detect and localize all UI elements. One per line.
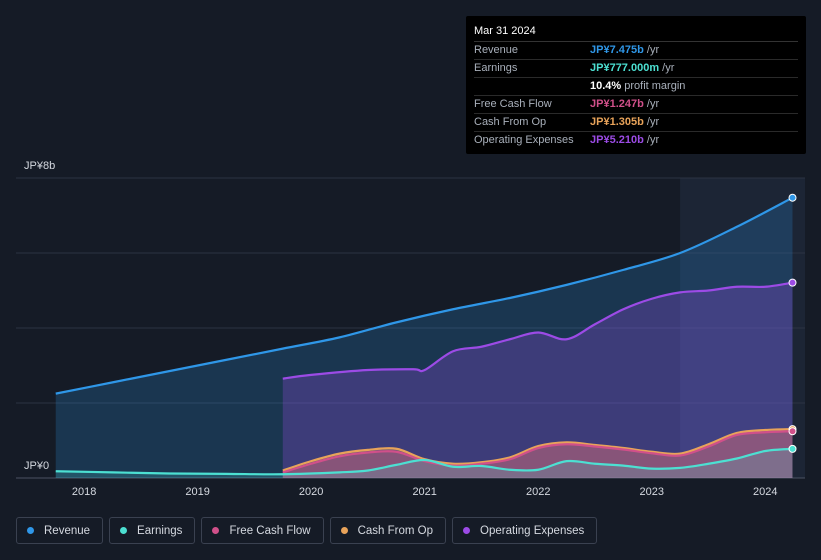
revenue-endpoint [788,193,797,202]
legend-label: Cash From Op [357,524,434,537]
x-tick-label: 2024 [753,486,777,498]
legend-item-operating-expenses[interactable]: Operating Expenses [452,517,598,544]
legend-item-cash-from-op[interactable]: Cash From Op [329,517,447,544]
y-axis-top-label: JP¥8b [24,160,56,172]
x-tick-label: 2019 [185,486,209,498]
legend-dot-icon [120,527,128,534]
chart-areas [55,197,793,478]
operating-expenses-endpoint [788,278,797,287]
tooltip-label: Earnings [474,62,518,74]
x-tick-label: 2022 [526,486,550,498]
x-tick-label: 2020 [299,486,323,498]
tooltip-row: Revenue JP¥7.475b /yr [474,42,798,60]
operating-expenses-area [282,282,793,478]
cash-from-op-area [282,429,793,478]
chart-plot: 2018 2019 2020 2021 2022 2023 2024 [16,177,805,498]
tooltip-label: Revenue [474,44,519,56]
tooltip-value: JP¥1.305b /yr [590,116,660,128]
free-cash-flow-area [282,431,793,478]
legend-dot-icon [27,527,34,534]
legend-dot-icon [212,527,220,534]
legend-label: Operating Expenses [480,524,585,537]
legend-label: Free Cash Flow [229,524,311,537]
tooltip-label: Cash From Op [474,116,547,128]
earnings-area [55,448,793,478]
tooltip-value: JP¥7.475b /yr [590,44,660,56]
chart-legend: Revenue Earnings Free Cash Flow Cash From O… [16,517,598,544]
earnings-endpoint [788,444,797,453]
tooltip-value: JP¥1.247b /yr [590,98,660,110]
x-tick-label: 2018 [72,486,96,498]
legend-label: Earnings [137,524,183,537]
revenue-area [55,197,793,478]
x-tick-label: 2023 [639,486,663,498]
tooltip-label: Operating Expenses [474,134,574,146]
tooltip-date: Mar 31 2024 [474,23,798,42]
free-cash-flow-endpoint [788,427,797,436]
earnings-line [55,447,793,476]
legend-label: Revenue [44,524,91,537]
tooltip-row: Earnings JP¥777.000m /yr [474,60,798,78]
x-tick-label: 2021 [412,486,436,498]
tooltip-value: 10.4% profit margin [590,80,686,92]
tooltip-row: Cash From Op JP¥1.305b /yr [474,114,798,132]
y-axis-bottom-label: JP¥0 [24,460,50,472]
legend-item-earnings[interactable]: Earnings [109,517,196,544]
tooltip-label [474,78,590,95]
free-cash-flow-line [282,430,793,474]
tooltip-label: Free Cash Flow [474,98,552,110]
tooltip-value: JP¥5.210b /yr [590,134,660,146]
revenue-line [55,196,794,395]
chart-lines [55,193,797,476]
chart-grid [16,177,805,479]
tooltip-row: Free Cash Flow JP¥1.247b /yr [474,96,798,114]
tooltip-row: Operating Expenses JP¥5.210b /yr [474,132,798,149]
data-tooltip: Mar 31 2024 Revenue JP¥7.475b /yr Earnings… [466,16,806,154]
legend-item-revenue[interactable]: Revenue [16,517,104,544]
legend-item-free-cash-flow[interactable]: Free Cash Flow [201,517,324,544]
legend-dot-icon [340,527,348,534]
x-axis: 2018 2019 2020 2021 2022 2023 2024 [72,486,778,498]
tooltip-value: JP¥777.000m /yr [590,62,675,74]
tooltip-row: 10.4% profit margin [474,78,798,96]
cash-from-op-line [282,427,793,472]
operating-expenses-line [282,281,793,380]
legend-dot-icon [463,527,471,534]
